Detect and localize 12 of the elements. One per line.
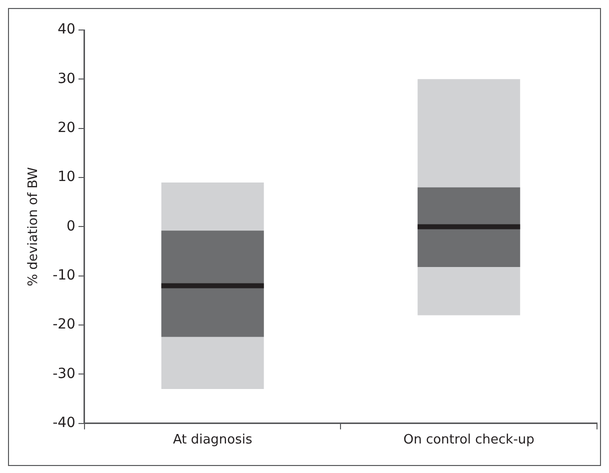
- y-tick-label: -20: [52, 316, 76, 333]
- x-tick-label: At diagnosis: [172, 432, 252, 448]
- y-tick-label: 30: [58, 70, 76, 87]
- y-tick-label: 20: [58, 120, 76, 136]
- y-tick-label: 0: [66, 218, 76, 234]
- y-tick-label: -10: [52, 268, 76, 284]
- y-tick-label: 40: [58, 22, 76, 38]
- x-tick-label: On control check-up: [403, 432, 534, 448]
- y-axis-title: % deviation of BW: [26, 167, 42, 286]
- y-tick-label: 10: [58, 169, 76, 186]
- y-tick-label: -30: [52, 366, 76, 382]
- y-tick-label: -40: [52, 415, 76, 432]
